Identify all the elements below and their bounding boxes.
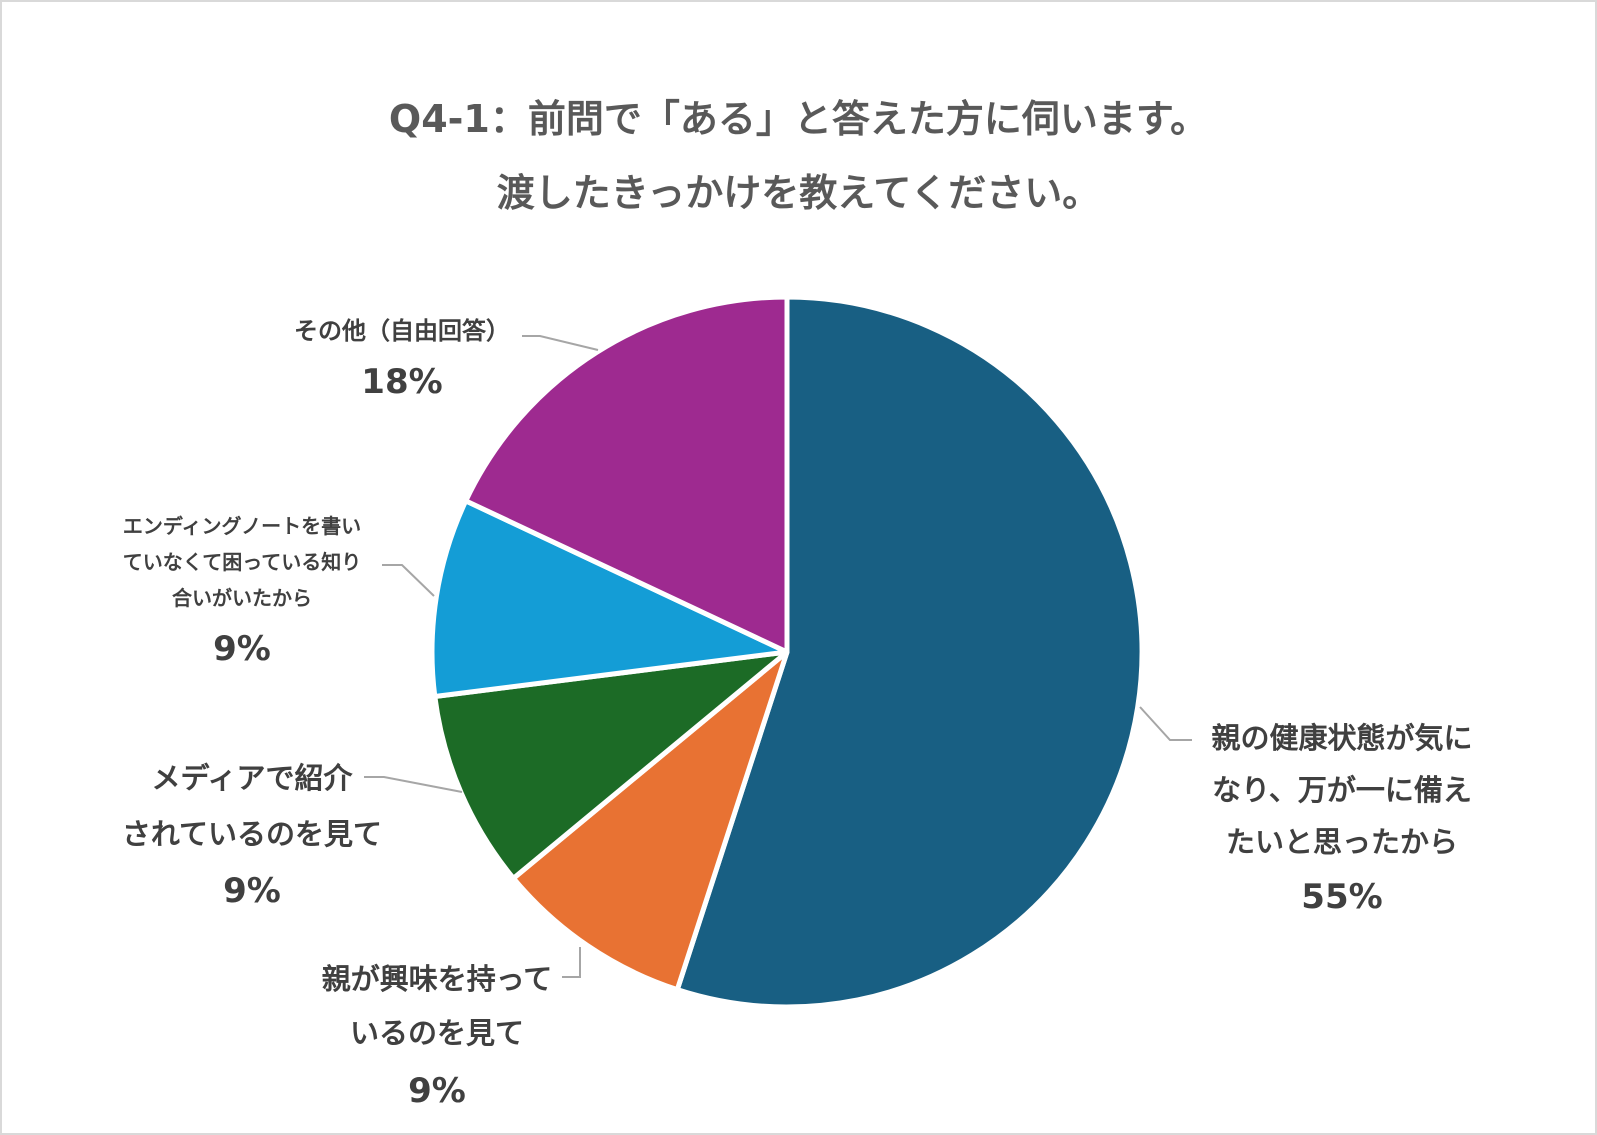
pie-slice-2 xyxy=(510,649,790,993)
slice-label-5-text: その他（自由回答） xyxy=(294,317,510,345)
leader-line-5 xyxy=(522,335,599,351)
slice-label-4: エンディングノートを書い ていなくて困っている知り 合いがいたから 9% xyxy=(92,508,392,674)
pie-slice-4 xyxy=(429,498,790,699)
slice-label-2: 親が興味を持って いるのを見て 9% xyxy=(292,952,582,1122)
pie-slice-3 xyxy=(432,649,790,881)
slice-label-4-percent: 9% xyxy=(213,629,271,669)
slice-label-2-percent: 9% xyxy=(408,1071,466,1111)
slice-label-5-percent: 18% xyxy=(361,362,443,402)
leader-line-1 xyxy=(1139,706,1192,741)
slice-label-4-text: エンディングノートを書い ていなくて困っている知り 合いがいたから xyxy=(122,514,362,610)
pie-slice-5 xyxy=(463,294,790,655)
slice-label-3-text: メディアで紹介 されているのを見て xyxy=(121,761,383,851)
slice-label-1: 親の健康状態が気に なり、万が一に備え たいと思ったから 55% xyxy=(1192,712,1492,926)
slice-label-1-percent: 55% xyxy=(1301,877,1383,917)
chart-title-line-2: 渡したきっかけを教えてください。 xyxy=(496,171,1101,215)
slice-label-3-percent: 9% xyxy=(223,871,281,911)
leader-line-4 xyxy=(382,564,435,597)
chart-title-line-1: Q4-1：前問で「ある」と答えた方に伺います。 xyxy=(388,97,1209,141)
leader-line-2 xyxy=(562,947,581,978)
slice-label-2-text: 親が興味を持って いるのを見て xyxy=(321,962,553,1050)
pie-slice-1 xyxy=(674,294,1145,1010)
slice-label-3: メディアで紹介 されているのを見て 9% xyxy=(102,750,402,920)
slice-label-1-text: 親の健康状態が気に なり、万が一に備え たいと思ったから xyxy=(1211,721,1473,859)
leader-line-3 xyxy=(364,776,463,793)
slice-label-5: その他（自由回答） 18% xyxy=(252,312,552,410)
